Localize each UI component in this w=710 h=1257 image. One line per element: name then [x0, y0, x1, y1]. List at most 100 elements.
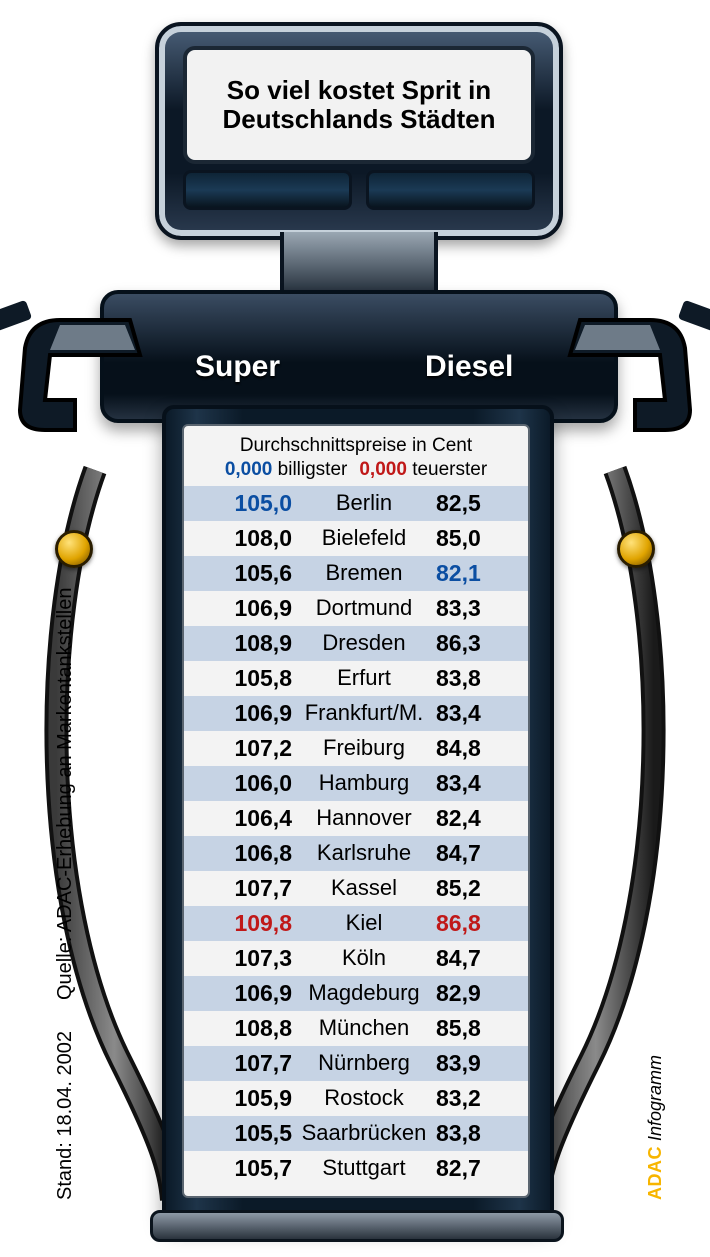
cell-diesel: 82,1	[430, 560, 528, 587]
table-row: 105,9Rostock83,2	[184, 1081, 528, 1116]
table-row: 106,8Karlsruhe84,7	[184, 836, 528, 871]
cell-diesel: 83,8	[430, 665, 528, 692]
cell-super: 106,9	[184, 980, 298, 1007]
cell-diesel: 82,4	[430, 805, 528, 832]
pump-head-sign: So viel kostet Sprit in Deutschlands Stä…	[155, 22, 563, 240]
cell-super: 105,8	[184, 665, 298, 692]
table-row: 106,9Frankfurt/M.83,4	[184, 696, 528, 731]
cell-diesel: 86,3	[430, 630, 528, 657]
cell-diesel: 83,3	[430, 595, 528, 622]
cell-city: Magdeburg	[298, 980, 430, 1006]
price-table: 105,0Berlin82,5108,0Bielefeld85,0105,6Br…	[184, 486, 528, 1186]
table-row: 108,8München85,8	[184, 1011, 528, 1046]
cell-super: 106,8	[184, 840, 298, 867]
cell-city: Dresden	[298, 630, 430, 656]
table-row: 108,0Bielefeld85,0	[184, 521, 528, 556]
table-row: 106,0Hamburg83,4	[184, 766, 528, 801]
nozzle-right-icon	[560, 300, 710, 470]
cell-super: 108,8	[184, 1015, 298, 1042]
cell-city: Nürnberg	[298, 1050, 430, 1076]
sign-slot-row	[183, 170, 535, 210]
legend-cheapest-label: billigster	[278, 459, 348, 480]
cell-city: Karlsruhe	[298, 840, 430, 866]
table-row: 106,4Hannover82,4	[184, 801, 528, 836]
credit-label: ADAC Infogramm	[645, 1055, 666, 1200]
cell-super: 107,7	[184, 1050, 298, 1077]
cell-city: Hamburg	[298, 770, 430, 796]
cell-city: Köln	[298, 945, 430, 971]
cell-super: 108,0	[184, 525, 298, 552]
column-header-diesel: Diesel	[425, 350, 513, 384]
source-label: Quelle: ADAC-Erhebung an Markentankstell…	[54, 588, 77, 1000]
table-row: 107,3Köln84,7	[184, 941, 528, 976]
sign-slot	[366, 170, 535, 210]
cell-diesel: 84,7	[430, 840, 528, 867]
table-row: 107,7Nürnberg83,9	[184, 1046, 528, 1081]
sign-slot	[183, 170, 352, 210]
cell-super: 105,0	[184, 490, 298, 517]
cell-city: München	[298, 1015, 430, 1041]
table-row: 105,0Berlin82,5	[184, 486, 528, 521]
cell-diesel: 84,7	[430, 945, 528, 972]
cell-super: 105,9	[184, 1085, 298, 1112]
table-row: 106,9Dortmund83,3	[184, 591, 528, 626]
hose-knob-left-icon	[55, 530, 93, 568]
cell-super: 105,6	[184, 560, 298, 587]
cell-city: Freiburg	[298, 735, 430, 761]
legend-line1: Durchschnittspreise in Cent	[190, 434, 522, 458]
cell-diesel: 83,4	[430, 700, 528, 727]
cell-diesel: 83,2	[430, 1085, 528, 1112]
cell-city: Saarbrücken	[298, 1120, 430, 1146]
table-row: 105,5Saarbrücken83,8	[184, 1116, 528, 1151]
cell-diesel: 83,8	[430, 1120, 528, 1147]
table-row: 106,9Magdeburg82,9	[184, 976, 528, 1011]
legend-dearest-marker: 0,000	[359, 459, 407, 480]
table-row: 107,7Kassel85,2	[184, 871, 528, 906]
table-row: 105,7Stuttgart82,7	[184, 1151, 528, 1186]
infographic-title: So viel kostet Sprit in Deutschlands Stä…	[197, 76, 521, 134]
cell-diesel: 83,9	[430, 1050, 528, 1077]
cell-super: 106,9	[184, 700, 298, 727]
cell-city: Bielefeld	[298, 525, 430, 551]
cell-super: 106,0	[184, 770, 298, 797]
table-row: 109,8Kiel86,8	[184, 906, 528, 941]
cell-super: 108,9	[184, 630, 298, 657]
cell-diesel: 85,8	[430, 1015, 528, 1042]
table-row: 107,2Freiburg84,8	[184, 731, 528, 766]
cell-super: 107,2	[184, 735, 298, 762]
pump-neck	[280, 232, 438, 292]
cell-super: 106,9	[184, 595, 298, 622]
pump-base	[150, 1210, 564, 1242]
legend: Durchschnittspreise in Cent 0,000 billig…	[184, 426, 528, 486]
cell-diesel: 85,2	[430, 875, 528, 902]
cell-city: Kassel	[298, 875, 430, 901]
cell-diesel: 86,8	[430, 910, 528, 937]
table-row: 108,9Dresden86,3	[184, 626, 528, 661]
cell-super: 105,5	[184, 1120, 298, 1147]
cell-city: Frankfurt/M.	[298, 700, 430, 726]
cell-super: 107,7	[184, 875, 298, 902]
table-row: 105,6Bremen82,1	[184, 556, 528, 591]
credit-brand: ADAC	[645, 1146, 665, 1200]
cell-super: 107,3	[184, 945, 298, 972]
legend-cheapest-marker: 0,000	[225, 459, 273, 480]
credit-word: Infogramm	[645, 1055, 665, 1141]
table-row: 105,8Erfurt83,8	[184, 661, 528, 696]
stand-date-label: Stand: 18.04. 2002	[54, 1031, 77, 1200]
cell-city: Bremen	[298, 560, 430, 586]
cell-city: Berlin	[298, 490, 430, 516]
cell-city: Kiel	[298, 910, 430, 936]
cell-city: Rostock	[298, 1085, 430, 1111]
cell-diesel: 83,4	[430, 770, 528, 797]
legend-dearest-label: teuerster	[412, 459, 487, 480]
cell-city: Dortmund	[298, 595, 430, 621]
nozzle-left-icon	[0, 300, 150, 470]
price-panel: Durchschnittspreise in Cent 0,000 billig…	[182, 424, 530, 1198]
title-plate: So viel kostet Sprit in Deutschlands Stä…	[183, 46, 535, 164]
cell-super: 109,8	[184, 910, 298, 937]
cell-super: 105,7	[184, 1155, 298, 1182]
cell-city: Hannover	[298, 805, 430, 831]
cell-city: Erfurt	[298, 665, 430, 691]
cell-super: 106,4	[184, 805, 298, 832]
hose-knob-right-icon	[617, 530, 655, 568]
